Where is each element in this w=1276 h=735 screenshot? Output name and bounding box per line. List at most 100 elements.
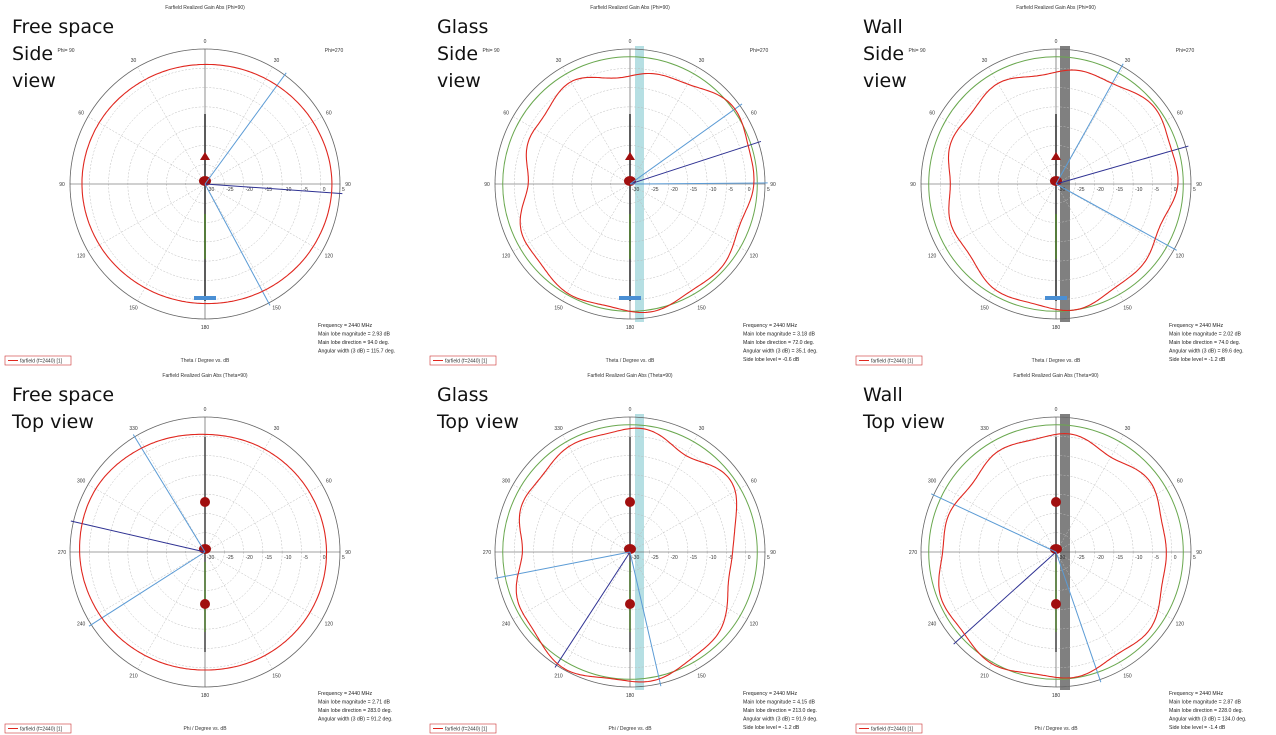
- info-line: Angular width (3 dB) = 115.7 deg.: [318, 349, 395, 355]
- beam-width-line: [204, 72, 287, 185]
- radial-label: -15: [1116, 187, 1123, 193]
- antenna-center: [1050, 544, 1062, 554]
- panel-free-space-top: Free space Top view Farfield Realized Gai…: [0, 368, 425, 735]
- grid-spoke: [204, 551, 273, 670]
- info-line: Main lobe magnitude = 2.87 dB: [1169, 700, 1241, 706]
- antenna-element: [625, 599, 635, 609]
- grid-spoke: [629, 66, 698, 185]
- radial-label: 0: [748, 555, 751, 561]
- angle-label: 180: [626, 325, 635, 331]
- radial-label: -25: [226, 187, 233, 193]
- x-axis-label: Theta / Degree vs. dB: [606, 358, 655, 364]
- radial-label: -30: [1058, 187, 1065, 193]
- angle-label: 90: [345, 182, 351, 188]
- radial-label: -5: [1154, 555, 1159, 561]
- radial-label: 0: [323, 555, 326, 561]
- grid-spoke: [562, 551, 631, 670]
- radial-label: 0: [1174, 187, 1177, 193]
- grid-spoke: [938, 116, 1057, 185]
- angle-label: 30: [1125, 58, 1131, 64]
- info-line: Frequency = 2440 MHz: [743, 323, 797, 329]
- angle-label: 120: [77, 253, 86, 259]
- radial-label: -20: [1097, 555, 1104, 561]
- grid-spoke: [1055, 116, 1174, 185]
- reference-circle: [928, 56, 1184, 312]
- grid-spoke: [562, 434, 631, 553]
- angle-label: 60: [503, 110, 509, 116]
- pattern-curve: [79, 433, 328, 671]
- radial-label: 0: [748, 187, 751, 193]
- angle-label: 180: [626, 693, 635, 699]
- angle-label: 60: [929, 110, 935, 116]
- info-line: Main lobe magnitude = 2.02 dB: [1169, 332, 1241, 338]
- info-line: Side lobe level = -1.4 dB: [1169, 725, 1226, 731]
- legend-box: [4, 723, 72, 734]
- grid-spoke: [1055, 434, 1124, 553]
- info-line: Main lobe direction = 228.0 deg.: [1169, 708, 1243, 714]
- main-lobe-line: [1055, 145, 1189, 185]
- radial-label: -10: [709, 187, 716, 193]
- radial-label: -25: [651, 187, 658, 193]
- main-lobe-line: [554, 551, 631, 668]
- radial-label: 5: [342, 555, 345, 561]
- grid-spoke: [137, 434, 206, 553]
- angle-label: 150: [272, 306, 281, 312]
- angle-label: 90: [910, 182, 916, 188]
- info-line: Frequency = 2440 MHz: [743, 691, 797, 697]
- polar-chart: Farfield Realized Gain Abs (Theta=90) 0 30…: [429, 373, 818, 734]
- angle-label: 300: [928, 478, 937, 484]
- antenna-element: [1051, 497, 1061, 507]
- grid-spoke: [512, 116, 631, 185]
- radial-label: -25: [226, 555, 233, 561]
- main-lobe-line: [70, 520, 206, 553]
- radial-label: 5: [767, 187, 770, 193]
- angle-label: 120: [325, 253, 334, 259]
- radial-label: 5: [1193, 187, 1196, 193]
- beam-width-line: [494, 551, 631, 579]
- radial-label: 5: [342, 187, 345, 193]
- angle-label: 90: [770, 550, 776, 556]
- angle-label: 60: [78, 110, 84, 116]
- legend-label: farfield (f=2440) [1]: [871, 358, 914, 364]
- grid-spoke: [629, 434, 698, 553]
- info-line: Side lobe level = -1.2 dB: [1169, 357, 1226, 363]
- panel-caption: Glass Top view: [437, 384, 519, 433]
- grid-spoke: [562, 183, 631, 302]
- info-line: Main lobe magnitude = 3.18 dB: [743, 332, 815, 338]
- radial-label: -20: [246, 187, 253, 193]
- angle-label: 30: [274, 426, 280, 432]
- radial-label: -15: [265, 555, 272, 561]
- grid-spoke: [988, 551, 1057, 670]
- grid-spoke: [512, 551, 631, 620]
- radial-label: -25: [651, 555, 658, 561]
- grid-spoke: [87, 484, 206, 553]
- info-line: Main lobe direction = 283.0 deg.: [318, 708, 392, 714]
- radial-label: -10: [1135, 555, 1142, 561]
- panel-caption: Wall Top view: [863, 384, 945, 433]
- angle-label: 330: [980, 426, 989, 432]
- angle-label: 30: [274, 58, 280, 64]
- grid-spoke: [204, 484, 323, 553]
- angle-label: 30: [1125, 426, 1131, 432]
- info-line: Main lobe direction = 213.0 deg.: [743, 708, 817, 714]
- angle-label: 270: [58, 550, 67, 556]
- angle-label: 30: [131, 58, 137, 64]
- panel-free-space-side: Free space Side view Farfield Realized Ga…: [0, 0, 425, 367]
- radial-label: 5: [1193, 555, 1196, 561]
- angle-label: 120: [928, 253, 937, 259]
- grid-spoke: [629, 116, 748, 185]
- beam-width-line: [132, 434, 206, 553]
- info-line: Angular width (3 dB) = 91.9 deg.: [743, 717, 818, 723]
- angle-label: 180: [201, 693, 210, 699]
- antenna-base: [619, 296, 641, 300]
- beam-width-line: [1055, 183, 1177, 251]
- x-axis-label: Theta / Degree vs. dB: [181, 358, 230, 364]
- angle-label: 60: [326, 110, 332, 116]
- polar-chart: Farfield Realized Gain Abs (Theta=90) 0 30…: [4, 373, 393, 734]
- antenna-center: [199, 176, 211, 186]
- legend-box: [4, 355, 72, 366]
- angle-label: 240: [928, 621, 937, 627]
- radial-label: -30: [207, 187, 214, 193]
- info-line: Frequency = 2440 MHz: [318, 323, 372, 329]
- radial-label: -20: [1097, 187, 1104, 193]
